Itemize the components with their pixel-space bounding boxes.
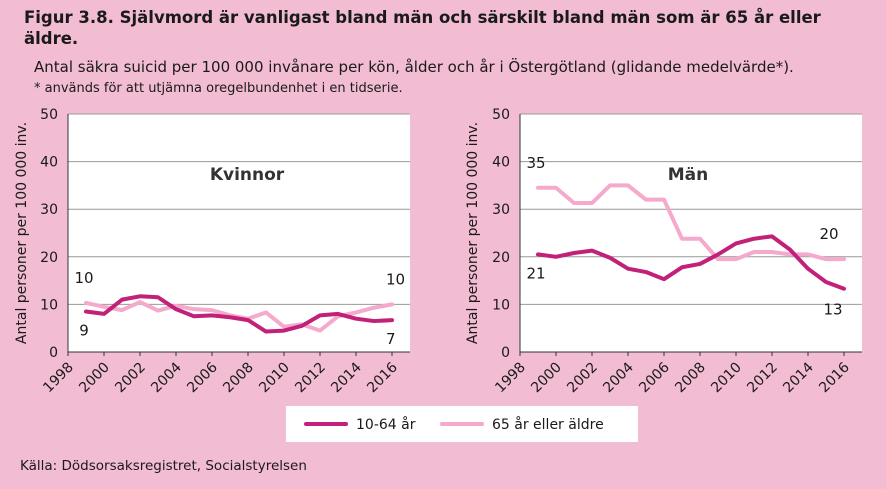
- y-tick-label: 40: [40, 155, 58, 171]
- y-tick-label: 0: [49, 345, 58, 361]
- x-tick-label: 2004: [148, 359, 185, 396]
- y-tick-label: 30: [492, 202, 510, 218]
- x-tick-label: 2010: [708, 360, 745, 397]
- figure-title: Figur 3.8. Självmord är vanligast bland …: [24, 8, 821, 48]
- x-tick-label: 1998: [492, 360, 529, 397]
- data-label: 9: [79, 322, 89, 340]
- legend-label: 10-64 år: [356, 416, 416, 433]
- data-label: 35: [526, 154, 545, 172]
- series-line-10-64: [536, 234, 846, 291]
- x-tick-label: 2012: [744, 360, 781, 397]
- data-label: 13: [823, 301, 842, 319]
- source-note: Källa: Dödsorsaksregistret, Socialstyrel…: [20, 458, 307, 474]
- data-label: 10: [386, 270, 405, 288]
- y-tick-label: 50: [492, 107, 510, 123]
- x-tick-label: 2010: [256, 360, 293, 397]
- x-tick-label: 2006: [184, 359, 221, 396]
- x-tick-label: 2016: [816, 359, 853, 396]
- figure-note: * används för att utjämna oregelbundenhe…: [34, 81, 403, 96]
- y-tick-label: 40: [492, 155, 510, 171]
- data-label: 7: [386, 330, 396, 348]
- y-tick-label: 30: [40, 202, 58, 218]
- y-tick-label: 10: [40, 297, 58, 313]
- panel-title: Kvinnor: [210, 165, 285, 185]
- data-label: 10: [74, 269, 93, 287]
- y-tick-label: 20: [40, 250, 58, 266]
- figure-subtitle: Antal säkra suicid per 100 000 invånare …: [34, 58, 794, 76]
- x-tick-label: 2008: [220, 360, 257, 397]
- x-tick-label: 2016: [364, 359, 401, 396]
- x-tick-label: 2002: [564, 360, 601, 397]
- data-label: 20: [819, 225, 838, 243]
- y-axis-label: Antal personer per 100 000 inv.: [14, 122, 30, 344]
- y-tick-label: 0: [501, 345, 510, 361]
- x-tick-label: 2014: [328, 359, 365, 396]
- x-tick-label: 2004: [600, 359, 637, 396]
- x-tick-label: 2008: [672, 360, 709, 397]
- series-line-10-64: [84, 294, 394, 334]
- panel-title: Män: [668, 165, 709, 185]
- legend: 10-64 år 65 år eller äldre: [286, 406, 638, 442]
- x-tick-label: 2012: [292, 360, 329, 397]
- legend-label: 65 år eller äldre: [492, 416, 604, 433]
- y-tick-label: 50: [40, 107, 58, 123]
- data-label: 21: [526, 264, 545, 282]
- y-axis-label: Antal personer per 100 000 inv.: [465, 122, 481, 344]
- plot-area: [520, 114, 862, 352]
- y-tick-label: 10: [492, 297, 510, 313]
- x-tick-label: 2002: [112, 360, 149, 397]
- x-tick-label: 2014: [780, 359, 817, 396]
- x-tick-label: 2000: [76, 360, 113, 397]
- x-tick-label: 1998: [40, 360, 77, 397]
- x-tick-label: 2006: [636, 359, 673, 396]
- y-tick-label: 20: [492, 250, 510, 266]
- x-tick-label: 2000: [528, 360, 565, 397]
